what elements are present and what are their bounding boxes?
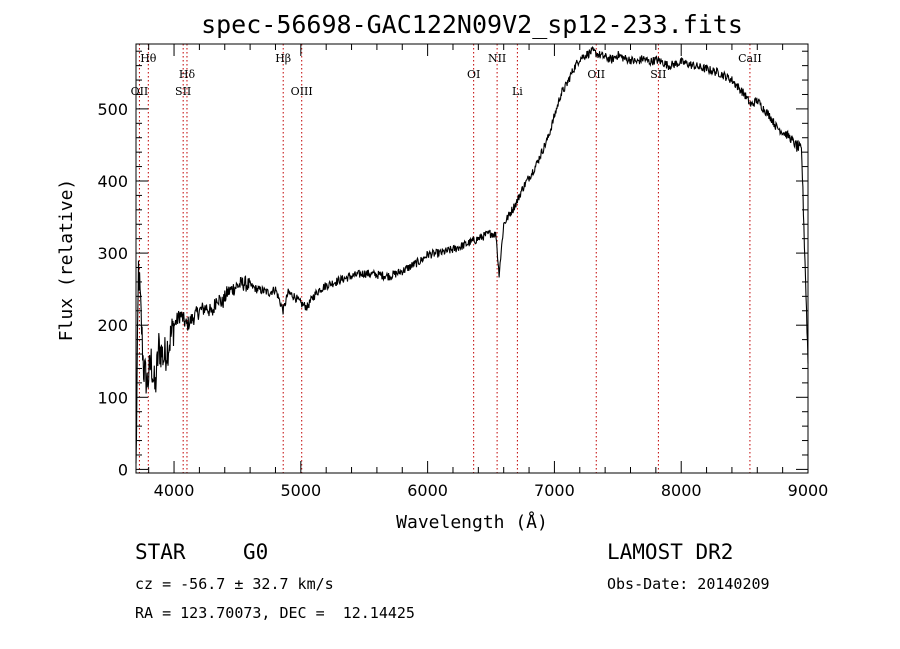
y-axis-label: Flux (relative) <box>56 179 77 342</box>
chart-title: spec-56698-GAC122N09V2_sp12-233.fits <box>201 10 743 39</box>
spectral-line-label: SII <box>175 85 191 98</box>
x-tick-label: 6000 <box>407 481 448 500</box>
y-tick-label: 400 <box>97 172 128 191</box>
survey-name: LAMOST DR2 <box>607 540 734 564</box>
spectral-line-label: CaII <box>738 52 762 65</box>
y-tick-label: 100 <box>97 388 128 407</box>
spectral-line-label: OIII <box>291 85 313 98</box>
x-tick-label: 4000 <box>154 481 195 500</box>
coordinates: RA = 123.70073, DEC = 12.14425 <box>135 604 415 622</box>
observation-date: Obs-Date: 20140209 <box>607 575 770 593</box>
x-axis-label: Wavelength (Å) <box>396 511 548 533</box>
plot-frame <box>135 43 809 474</box>
spectral-line-label: OII <box>131 85 149 98</box>
x-tick-label: 7000 <box>534 481 575 500</box>
object-class: STAR <box>135 540 186 564</box>
spectral-line-labels: Hθ OII Hδ SII Hβ OIII OI NII Li OII SII CaII <box>131 52 762 98</box>
y-tick-label: 0 <box>118 460 128 479</box>
y-tick-label: 200 <box>97 316 128 335</box>
spectral-line-markers <box>138 44 751 473</box>
spectral-line-label: Li <box>512 85 523 98</box>
object-subclass: G0 <box>243 540 269 564</box>
y-tick-label: 500 <box>97 100 128 119</box>
spectrum-line <box>135 46 809 464</box>
spectral-line-label: OI <box>467 68 480 81</box>
x-tick-label: 9000 <box>788 481 829 500</box>
spectral-line-label: Hδ <box>179 68 196 81</box>
x-tick-label: 8000 <box>661 481 702 500</box>
redshift-cz: cz = -56.7 ± 32.7 km/s <box>135 575 334 593</box>
spectral-line-label: Hβ <box>275 52 291 65</box>
x-axis-ticks: 4000 5000 6000 7000 8000 9000 <box>148 44 829 500</box>
spectral-line-label: SII <box>650 68 666 81</box>
spectral-line-label: OII <box>587 68 605 81</box>
y-tick-label: 300 <box>97 244 128 263</box>
x-tick-label: 5000 <box>280 481 321 500</box>
y-axis-ticks: 0 100 200 300 400 500 <box>97 50 808 479</box>
spectral-line-label: Hθ <box>140 52 157 65</box>
spectral-line-label: NII <box>488 52 506 65</box>
